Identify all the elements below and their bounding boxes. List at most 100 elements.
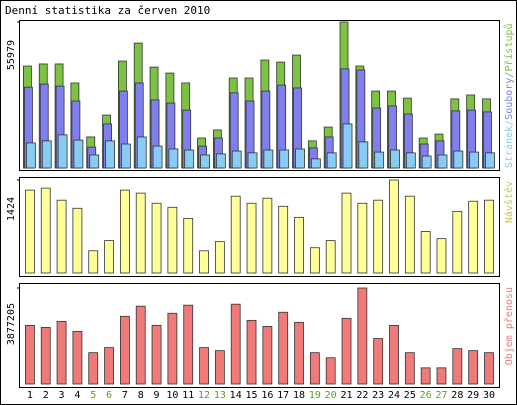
bar (325, 240, 336, 274)
bar (390, 149, 400, 169)
bar (341, 192, 352, 274)
bar (72, 331, 83, 385)
x-tick-label: 8 (138, 390, 144, 401)
bar (294, 216, 304, 274)
bar (215, 153, 226, 169)
bar (420, 367, 431, 385)
bar (135, 192, 146, 274)
bar (278, 205, 289, 274)
bar (151, 202, 162, 274)
bar (436, 367, 447, 385)
y-tick-label: 1424 (6, 197, 17, 221)
bar (485, 152, 495, 169)
bar (183, 304, 194, 385)
bar (199, 250, 209, 274)
x-tick-label: 24 (388, 390, 400, 401)
bar (184, 149, 195, 169)
x-tick-label: 26 (420, 390, 432, 401)
bar (230, 303, 241, 385)
bar (135, 305, 146, 385)
bar (199, 347, 209, 385)
bar (437, 154, 448, 169)
bar (389, 324, 399, 385)
x-tick-label: 11 (182, 390, 194, 401)
bar (309, 352, 320, 385)
bar (374, 151, 385, 169)
bar (104, 240, 114, 274)
x-tick-label: 15 (246, 390, 258, 401)
x-tick-label: 13 (214, 390, 226, 401)
x-tick-label: 16 (261, 390, 273, 401)
bar (262, 197, 273, 274)
bar (373, 199, 384, 274)
bar (120, 143, 131, 169)
x-tick-label: 29 (467, 390, 479, 401)
series-legend: Stránek/Soubory/Přístupů (503, 23, 515, 168)
bar (152, 145, 163, 169)
bar (420, 231, 431, 274)
legend-entry: Soubory (504, 78, 515, 120)
bar (452, 210, 463, 274)
x-tick-label: 22 (356, 390, 368, 401)
bar (231, 150, 242, 169)
x-tick-label: 25 (404, 390, 416, 401)
bar (247, 152, 258, 169)
x-tick-label: 7 (122, 390, 128, 401)
bar (342, 123, 353, 169)
bar (246, 202, 257, 274)
x-tick-label: 9 (154, 390, 160, 401)
bar (41, 140, 52, 169)
bar (40, 326, 51, 385)
bar (200, 154, 210, 169)
series-legend: Návštěv (503, 181, 515, 223)
bar (40, 187, 51, 274)
y-tick-label: 55979 (6, 40, 17, 70)
bar (262, 326, 273, 385)
bar (421, 155, 432, 169)
bar (25, 324, 35, 385)
bar (326, 152, 337, 169)
bar (119, 189, 130, 274)
bar (230, 195, 241, 274)
bar (295, 148, 305, 169)
legend-separator: / (504, 120, 515, 126)
bar (26, 142, 36, 169)
bar (246, 319, 257, 385)
bar (263, 149, 274, 169)
bar (89, 154, 100, 169)
chart-title: Denní statistika za červen 2010 (5, 4, 210, 17)
bar (358, 141, 369, 169)
bar (167, 312, 178, 385)
x-tick-label: 2 (43, 390, 49, 401)
legend-separator: / (504, 72, 515, 78)
bar (309, 247, 320, 274)
x-tick-label: 21 (340, 390, 352, 401)
bar (56, 320, 67, 385)
x-tick-label: 20 (325, 390, 337, 401)
bar (357, 202, 368, 274)
x-tick-label: 23 (372, 390, 384, 401)
bar (436, 238, 447, 274)
bar (88, 250, 99, 274)
bar (310, 158, 321, 169)
bar (278, 311, 289, 385)
bar (373, 338, 384, 385)
bar (468, 200, 479, 274)
bar (341, 317, 352, 385)
bar (56, 199, 67, 274)
bar (357, 287, 368, 385)
legend-entry: Stránek (503, 126, 515, 168)
bar (119, 315, 130, 385)
bar (484, 199, 494, 274)
bar (279, 149, 290, 169)
bar (404, 352, 415, 385)
x-tick-label: 14 (230, 390, 242, 401)
bar (105, 140, 115, 169)
bar (104, 347, 114, 385)
x-tick-label: 4 (74, 390, 80, 401)
bar (73, 139, 84, 169)
x-tick-label: 17 (277, 390, 289, 401)
bar (151, 324, 162, 385)
bar (72, 207, 83, 274)
